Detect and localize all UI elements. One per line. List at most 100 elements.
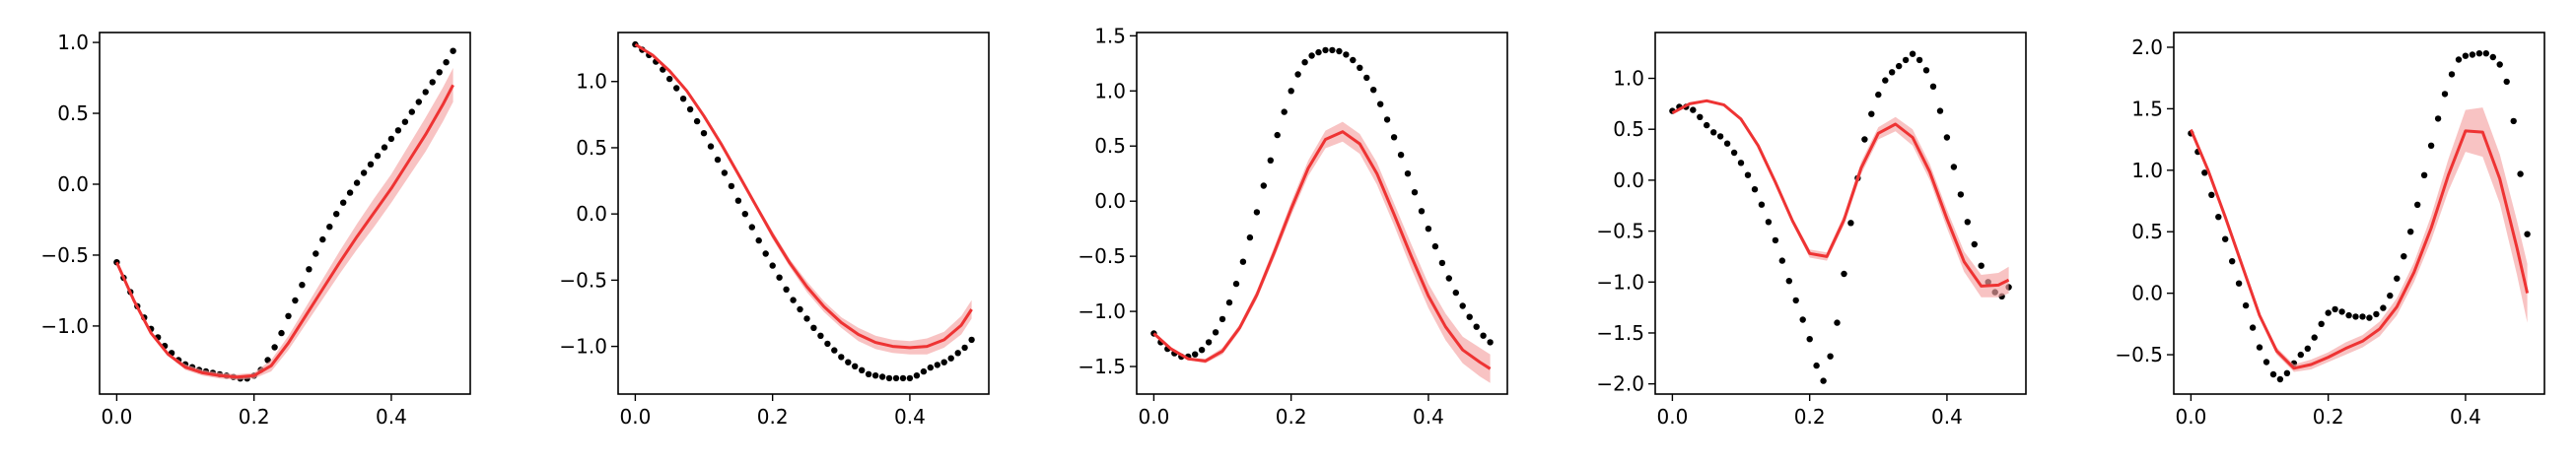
x-tick-label: 0.4 — [1413, 405, 1444, 429]
observation-point — [1772, 236, 1779, 244]
observation-point — [728, 182, 735, 190]
model-line — [1671, 99, 2010, 288]
observation-point — [2222, 235, 2229, 242]
observation-point — [845, 359, 852, 365]
observation-point — [1758, 201, 1766, 208]
observation-point — [1315, 48, 1322, 56]
observation-point — [367, 161, 375, 167]
y-tick-label: −1.5 — [1596, 321, 1644, 345]
observation-point — [1487, 339, 1494, 346]
observation-point — [1971, 240, 1979, 248]
observation-point — [1459, 302, 1466, 309]
observation-point — [1697, 113, 1704, 121]
observation-point — [2448, 71, 2456, 78]
observation-point — [2373, 310, 2380, 318]
observation-point — [285, 312, 292, 319]
observation-point — [755, 236, 762, 244]
observation-point — [776, 274, 783, 281]
observation-point — [673, 85, 680, 92]
observation-point — [1868, 110, 1875, 117]
observation-point — [271, 344, 278, 351]
observation-point — [1847, 220, 1854, 227]
observation-point — [1882, 77, 1889, 84]
uncertainty-band — [2191, 107, 2528, 372]
observation-point — [1225, 299, 1233, 306]
observation-point — [934, 362, 940, 368]
observation-point — [340, 199, 347, 206]
plot-area — [1150, 46, 1494, 383]
observation-point — [1445, 275, 1453, 282]
observation-point — [1896, 62, 1903, 70]
y-tick-label: −1.5 — [1078, 355, 1126, 378]
observation-point — [1322, 46, 1329, 54]
observation-point — [920, 367, 928, 375]
x-tick-label: 0.4 — [2450, 405, 2481, 429]
plot-area — [1669, 50, 2012, 384]
observation-point — [2427, 142, 2435, 149]
observation-point — [2380, 304, 2387, 311]
observation-point — [2420, 171, 2428, 178]
y-tick-label: −1.0 — [40, 314, 89, 338]
observation-point — [1765, 219, 1773, 226]
observation-point — [2201, 169, 2208, 176]
observation-point — [2489, 53, 2496, 61]
observation-point — [2524, 231, 2531, 237]
y-tick-label: 1.0 — [57, 31, 89, 54]
observation-point — [1957, 191, 1965, 198]
observation-point — [1294, 71, 1301, 78]
observation-point — [2441, 91, 2449, 98]
observation-point — [1253, 209, 1261, 216]
observation-point — [1198, 347, 1206, 354]
observation-point — [1425, 226, 1432, 232]
y-tick-label: 1.0 — [1613, 67, 1644, 91]
y-tick-label: −0.5 — [40, 243, 89, 267]
observation-point — [1418, 208, 1426, 215]
observation-point — [2482, 50, 2489, 57]
observation-point — [1813, 362, 1820, 369]
y-tick-label: 0.5 — [57, 101, 89, 125]
observation-point — [1861, 136, 1868, 143]
y-tick-label: −1.0 — [1596, 270, 1644, 294]
observation-point — [1737, 160, 1745, 166]
observation-point — [1404, 170, 1412, 177]
observation-point — [1799, 316, 1806, 323]
observation-point — [1909, 50, 1916, 57]
observation-point — [2352, 313, 2359, 320]
x-tick-label: 0.0 — [620, 405, 652, 429]
observation-point — [1704, 121, 1710, 129]
observation-point — [1383, 116, 1391, 123]
observation-point — [1192, 351, 1199, 358]
panel-4: 0.0 0.2 0.4 −2.0 −1.5 −1.0 −0.5 0.0 0.5 1.0 — [1596, 32, 2027, 429]
observation-point — [1288, 88, 1294, 95]
observation-point — [2359, 313, 2366, 320]
axes-frame — [1654, 32, 2027, 395]
panel-1: 0.0 0.2 0.4 −1.0 −0.5 0.0 0.5 1.0 — [40, 31, 471, 429]
model-line — [1152, 130, 1492, 370]
observation-point — [824, 340, 831, 348]
observation-point — [1827, 353, 1834, 360]
observation-point — [2283, 369, 2291, 376]
observation-point — [2311, 334, 2318, 341]
observation-point — [734, 197, 742, 204]
observation-point — [2332, 305, 2338, 313]
y-tick-label: 0.5 — [1613, 117, 1644, 141]
y-tick-label: 1.5 — [2131, 97, 2163, 120]
model-line — [2190, 129, 2530, 370]
observation-point — [961, 344, 968, 352]
observation-point — [1370, 87, 1377, 94]
observation-point — [1438, 259, 1446, 267]
observation-point — [436, 69, 443, 76]
observation-point — [817, 332, 824, 339]
observation-point — [387, 135, 395, 143]
observation-point — [381, 144, 388, 151]
observation-point — [326, 224, 333, 231]
observation-point — [408, 108, 415, 115]
observation-point — [2401, 253, 2407, 260]
observation-point — [1452, 289, 1460, 297]
observation-point — [1329, 46, 1336, 54]
y-tick-label: 0.5 — [576, 136, 607, 160]
observation-point — [940, 359, 947, 365]
y-tick-label: 0.0 — [576, 202, 607, 226]
observation-point — [899, 374, 907, 382]
